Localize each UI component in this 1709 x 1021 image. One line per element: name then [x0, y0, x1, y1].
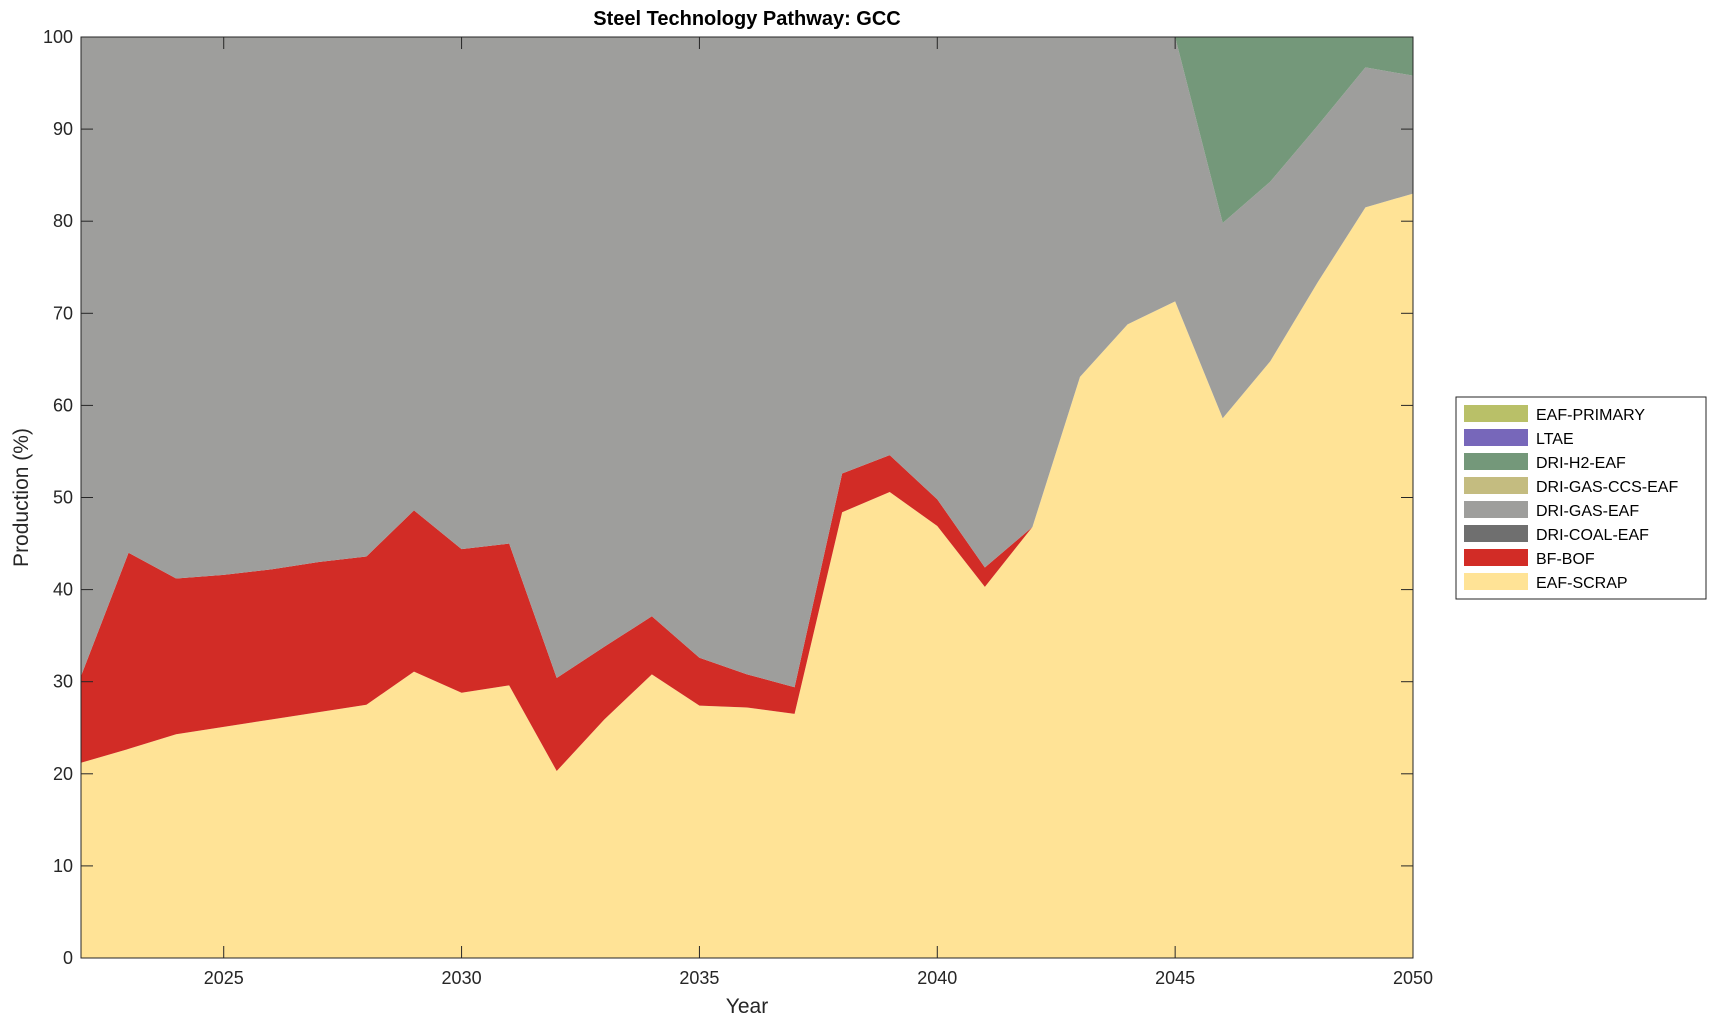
- x-tick-label: 2030: [442, 968, 482, 988]
- y-tick-label: 30: [53, 672, 73, 692]
- y-tick-label: 40: [53, 580, 73, 600]
- y-tick-label: 50: [53, 488, 73, 508]
- y-axis: 0 10 20 30 40 50 60 70 80 90 100: [43, 27, 1413, 968]
- x-axis: 2025 2030 2035 2040 2045 2050: [204, 37, 1433, 988]
- x-tick-label: 2040: [917, 968, 957, 988]
- legend-label-eaf-primary: EAF-PRIMARY: [1536, 407, 1645, 424]
- y-tick-label: 100: [43, 27, 73, 47]
- legend-label-dri-h2-eaf: DRI-H2-EAF: [1536, 455, 1626, 472]
- x-tick-label: 2035: [679, 968, 719, 988]
- legend-swatch-dri-gas-ccs-eaf: [1464, 477, 1528, 494]
- legend-label-bf-bof: BF-BOF: [1536, 551, 1595, 568]
- legend-swatch-eaf-primary: [1464, 405, 1528, 422]
- area-series-eaf-scrap: [81, 193, 1413, 958]
- x-tick-label: 2025: [204, 968, 244, 988]
- area-series-group: [81, 37, 1413, 958]
- legend: EAF-PRIMARY LTAE DRI-H2-EAF DRI-GAS-CCS-EAF…: [1455, 396, 1707, 600]
- legend-swatch-bf-bof: [1464, 549, 1528, 566]
- legend-swatch-ltae: [1464, 429, 1528, 446]
- y-tick-label: 20: [53, 764, 73, 784]
- y-tick-label: 80: [53, 211, 73, 231]
- y-tick-label: 90: [53, 119, 73, 139]
- legend-label-dri-gas-eaf: DRI-GAS-EAF: [1536, 503, 1639, 520]
- legend-label-eaf-scrap: EAF-SCRAP: [1536, 575, 1628, 592]
- area-series-dri-gas-eaf: [81, 37, 1413, 688]
- chart-title: Steel Technology Pathway: GCC: [593, 8, 900, 30]
- y-tick-label: 0: [63, 948, 73, 968]
- legend-swatch-dri-coal-eaf: [1464, 525, 1528, 542]
- y-tick-label: 60: [53, 395, 73, 415]
- y-tick-label: 10: [53, 856, 73, 876]
- x-axis-title: Year: [726, 995, 768, 1018]
- legend-swatch-dri-gas-eaf: [1464, 501, 1528, 518]
- area-series-dri-h2-eaf: [81, 37, 1413, 224]
- legend-label-dri-gas-ccs-eaf: DRI-GAS-CCS-EAF: [1536, 479, 1678, 496]
- x-tick-label: 2045: [1155, 968, 1195, 988]
- area-series-bf-bof: [81, 193, 1413, 772]
- legend-box: [1455, 396, 1707, 600]
- legend-label-dri-coal-eaf: DRI-COAL-EAF: [1536, 527, 1649, 544]
- y-tick-label: 70: [53, 303, 73, 323]
- x-tick-label: 2050: [1393, 968, 1433, 988]
- y-axis-title: Production (%): [10, 428, 33, 567]
- legend-label-ltae: LTAE: [1536, 431, 1574, 448]
- legend-swatch-dri-h2-eaf: [1464, 453, 1528, 470]
- legend-swatch-eaf-scrap: [1464, 573, 1528, 590]
